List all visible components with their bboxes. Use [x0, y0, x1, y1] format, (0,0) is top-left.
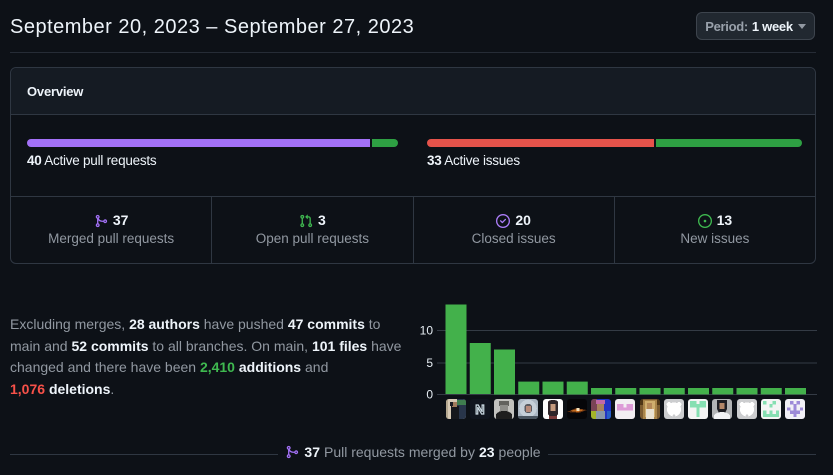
svg-text:N: N — [475, 402, 484, 417]
svg-text:0: 0 — [426, 388, 433, 402]
svg-text:10: 10 — [420, 324, 433, 338]
svg-text:5: 5 — [426, 356, 433, 370]
